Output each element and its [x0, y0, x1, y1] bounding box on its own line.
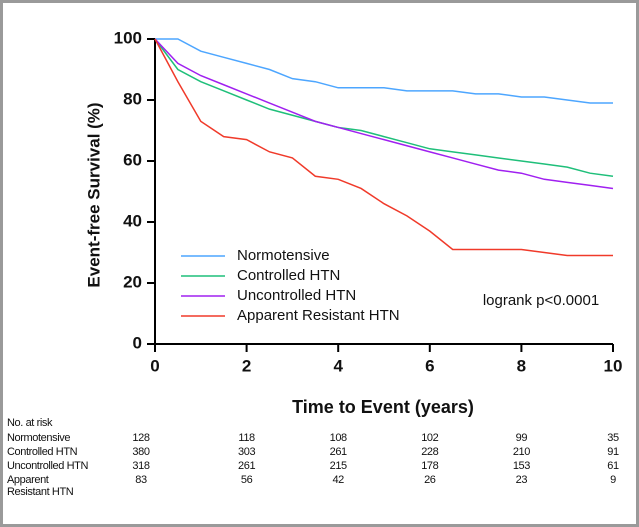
- risk-row-label: Controlled HTN: [7, 446, 78, 458]
- y-axis-label: Event-free Survival (%): [84, 102, 103, 287]
- risk-count: 91: [607, 446, 619, 458]
- risk-count: 303: [238, 446, 256, 458]
- risk-count: 23: [515, 474, 528, 486]
- risk-count: 56: [240, 474, 253, 486]
- risk-count: 108: [329, 432, 348, 444]
- risk-row-label: Normotensive: [7, 432, 71, 444]
- risk-count: 210: [512, 446, 531, 458]
- risk-row-label: Uncontrolled HTN: [7, 460, 89, 472]
- x-tick-label: 10: [604, 356, 623, 375]
- risk-count: 26: [424, 474, 436, 486]
- risk-count: 118: [238, 432, 255, 444]
- risk-count: 61: [607, 460, 619, 472]
- risk-count: 102: [421, 432, 439, 444]
- x-tick-label: 2: [242, 356, 251, 375]
- y-tick-label: 20: [123, 272, 142, 291]
- x-tick-label: 6: [425, 356, 434, 375]
- chart: Event-free Survival (%) Time to Event (y…: [84, 28, 623, 417]
- x-tick-label: 0: [150, 356, 159, 375]
- risk-count: 261: [238, 460, 256, 472]
- risk-count: 9: [610, 474, 616, 486]
- x-tick-label: 4: [333, 356, 343, 375]
- survival-curve: [154, 38, 614, 190]
- legend-label: Uncontrolled HTN: [237, 287, 356, 304]
- risk-count: 178: [421, 460, 439, 472]
- survival-curve: [154, 38, 614, 177]
- risk-count: 35: [607, 432, 619, 444]
- legend-label: Controlled HTN: [237, 267, 340, 284]
- risk-count: 128: [132, 432, 150, 444]
- risk-count: 42: [332, 474, 344, 486]
- survival-curve: [155, 38, 613, 104]
- risk-count: 261: [329, 446, 348, 458]
- y-tick-label: 80: [123, 89, 142, 108]
- risk-row-label: Apparent Resistant HTN: [7, 474, 74, 498]
- annotation: logrank p<0.0001: [483, 292, 599, 309]
- survival-curve: [154, 38, 613, 257]
- legend-label: Normotensive: [237, 247, 330, 264]
- risk-count: 215: [329, 460, 348, 472]
- risk-count: 318: [132, 460, 150, 472]
- risk-count: 228: [421, 446, 439, 458]
- y-tick-label: 0: [133, 333, 142, 352]
- y-tick-label: 100: [114, 28, 142, 47]
- y-tick-label: 40: [123, 211, 142, 230]
- legend-label: Apparent Resistant HTN: [237, 307, 400, 324]
- risk-table-title: No. at risk: [7, 417, 53, 429]
- x-tick-label: 8: [517, 356, 526, 375]
- risk-count: 83: [135, 474, 147, 486]
- x-axis-label: Time to Event (years): [292, 397, 474, 417]
- risk-count: 153: [512, 460, 531, 472]
- risk-count: 380: [132, 446, 150, 458]
- risk-count: 99: [515, 432, 528, 444]
- y-tick-label: 60: [123, 150, 142, 169]
